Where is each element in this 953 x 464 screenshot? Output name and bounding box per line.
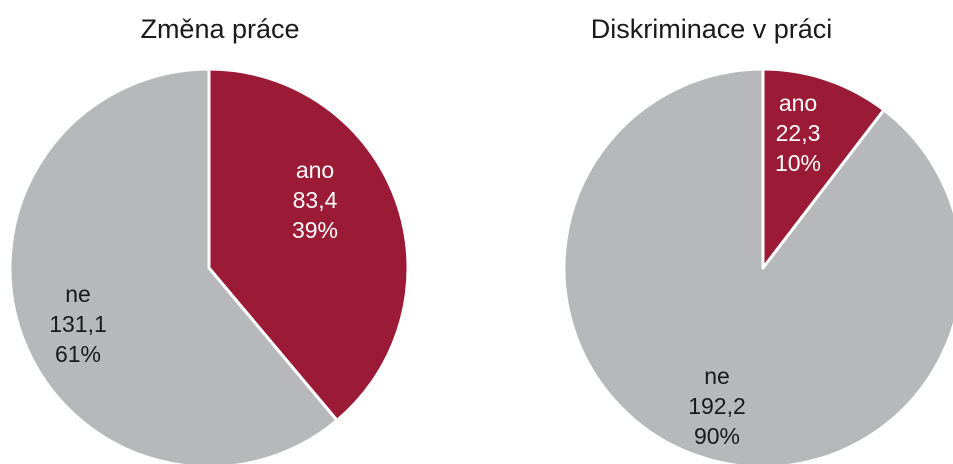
chart-title: Diskriminace v práci	[590, 14, 833, 44]
slice-label-ne: ne 192,2 90%	[688, 363, 746, 449]
pie-chart-zmena-prace: Změna práce ano 83,4 39% ne 131,1 61%	[0, 0, 440, 464]
pie-svg: ano 22,3 10% ne 192,2 90%	[562, 67, 953, 464]
pie-slice-ne	[8, 67, 339, 464]
pie-slice-ano	[207, 67, 410, 422]
pie-slice-ne	[562, 67, 953, 464]
pie-chart-diskriminace: Diskriminace v práci ano 22,3 10% ne 192,2 90…	[470, 0, 953, 464]
chart-title: Změna práce	[140, 14, 300, 44]
slice-label-ne: ne 131,1 61%	[49, 281, 107, 367]
slice-label-ano: ano 22,3 10%	[775, 90, 821, 176]
pie-svg: ano 83,4 39% ne 131,1 61%	[8, 67, 410, 464]
slice-label-ano: ano 83,4 39%	[292, 157, 338, 243]
pie-slice-ano	[761, 67, 886, 270]
